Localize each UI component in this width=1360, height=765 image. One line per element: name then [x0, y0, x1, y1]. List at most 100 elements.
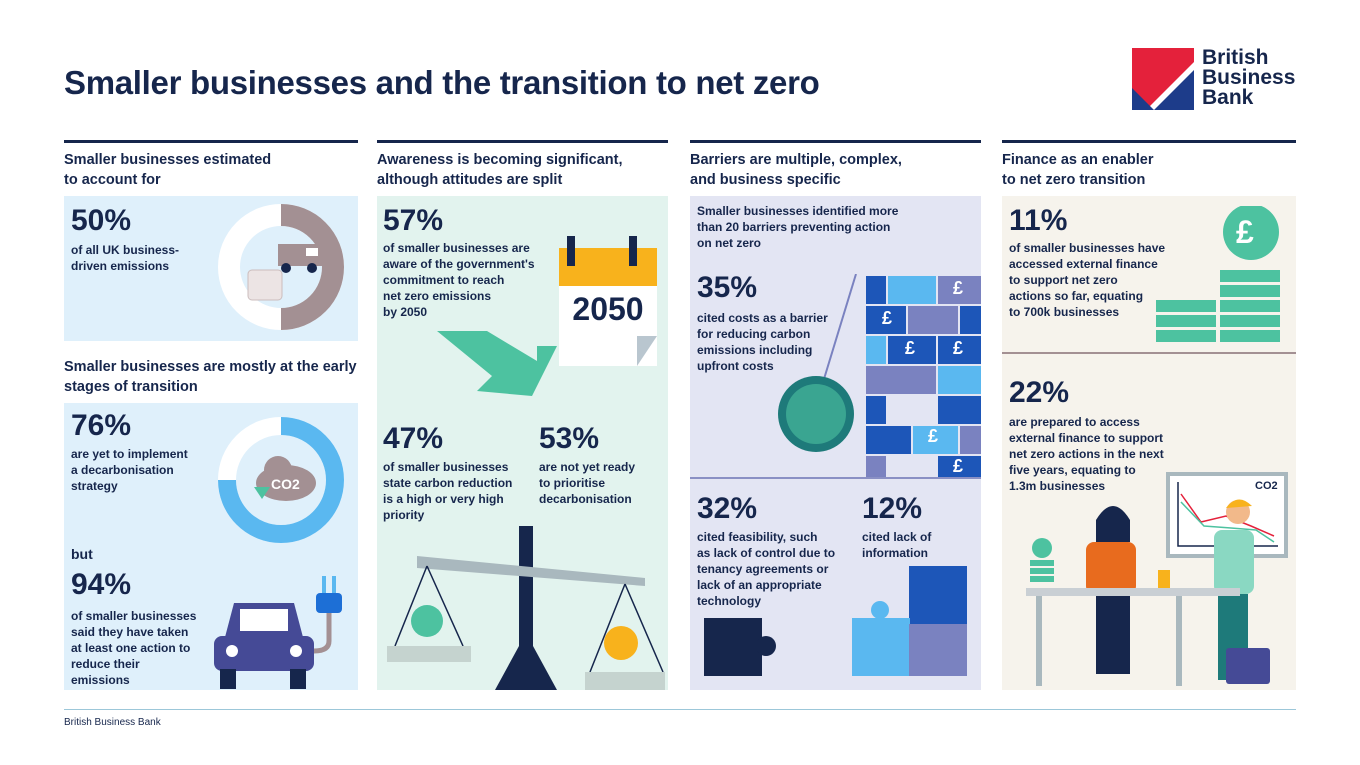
text-line: emissions: [71, 673, 130, 687]
text-line: of smaller businesses are: [383, 241, 530, 255]
stat-text: are prepared to access external finance …: [1009, 414, 1164, 494]
text-line: actions so far, equating: [1009, 289, 1144, 303]
stat-value: 22%: [1009, 376, 1070, 409]
barriers-panel: Smaller businesses identified more than …: [690, 196, 981, 690]
electric-car-icon: [214, 576, 342, 689]
column-rule: [690, 140, 981, 143]
text-line: reduce their: [71, 657, 140, 671]
union-flag-logo-icon: [1132, 48, 1194, 110]
text-line: net zero emissions: [383, 289, 492, 303]
text-line: 1.3m businesses: [1009, 479, 1106, 493]
text-line: is a high or very high: [383, 492, 504, 506]
stat-value: 94%: [71, 568, 132, 601]
but-label: but: [71, 546, 93, 562]
logo-text-3: Bank: [1202, 86, 1254, 109]
text-line: aware of the government's: [383, 257, 535, 271]
header-line: Awareness is becoming significant,: [377, 152, 623, 168]
pound-icon: £: [882, 308, 893, 328]
text-line: than 20 barriers preventing action: [697, 220, 891, 234]
col1-header-2: Smaller businesses are mostly at the ear…: [64, 357, 357, 397]
text-line: for reducing carbon: [697, 327, 811, 341]
stat-text: are yet to implement a decarbonisation s…: [71, 446, 188, 494]
header-line: to account for: [64, 172, 161, 188]
stat-value: 11%: [1009, 204, 1068, 237]
text-line: information: [862, 546, 928, 560]
stat-text: cited costs as a barrier for reducing ca…: [697, 310, 828, 374]
text-line: decarbonisation: [539, 492, 632, 506]
pound-icon: £: [953, 278, 964, 298]
co2-label: CO2: [271, 476, 300, 492]
wrecking-ball-wall-icon: [778, 274, 981, 479]
stat-value: 35%: [697, 271, 758, 304]
finance-panel: 11% of smaller businesses have accessed …: [1002, 196, 1296, 690]
divider: [690, 477, 981, 479]
column-rule: [377, 140, 668, 143]
stat-text: of smaller businesses have accessed exte…: [1009, 240, 1165, 320]
header-line: stages of transition: [64, 379, 198, 395]
header-line: Finance as an enabler: [1002, 152, 1154, 168]
text-line: at least one action to: [71, 641, 191, 655]
text-line: priority: [383, 508, 425, 522]
logo: British Business Bank: [1132, 47, 1295, 110]
emissions-donut-icon: [218, 204, 344, 330]
stat-value: 12%: [862, 492, 923, 525]
transition-panel: 76% are yet to implement a decarbonisati…: [64, 403, 358, 690]
column-rule: [64, 140, 358, 143]
pound-icon: £: [928, 426, 939, 446]
text-line: to support net zero: [1009, 273, 1118, 287]
col2-header: Awareness is becoming significant, altho…: [377, 150, 623, 190]
stat-value: 47%: [383, 422, 444, 455]
text-line: external finance to support: [1009, 431, 1164, 445]
awareness-panel: 57% of smaller businesses are aware of t…: [377, 196, 668, 690]
header-line: although attitudes are split: [377, 172, 563, 188]
stat-text: of all UK business- driven emissions: [71, 242, 179, 274]
header-line: Smaller businesses are mostly at the ear…: [64, 359, 357, 375]
text-line: as lack of control due to: [697, 546, 836, 560]
divider: [1002, 352, 1296, 354]
coin-stack-icon: [1156, 206, 1280, 342]
text-line: of smaller businesses have: [1009, 241, 1166, 255]
page-title: Smaller businesses and the transition to…: [64, 64, 820, 101]
text-line: cited costs as a barrier: [697, 311, 828, 325]
footer-text: British Business Bank: [64, 717, 161, 728]
header-line: and business specific: [690, 172, 841, 188]
column-rule: [1002, 140, 1296, 143]
text-line: cited feasibility, such: [697, 530, 818, 544]
stat-value: 53%: [539, 422, 600, 455]
stat-value: 50%: [71, 204, 132, 237]
pound-icon: £: [905, 338, 916, 358]
stat-text: of smaller businesses said they have tak…: [71, 608, 196, 688]
text-line: state carbon reduction: [383, 476, 513, 490]
text-line: emissions including: [697, 343, 813, 357]
text-line: are yet to implement: [71, 447, 188, 461]
intro-text: Smaller businesses identified more than …: [697, 203, 898, 251]
pound-coin-icon: £: [1236, 214, 1254, 250]
text-line: Smaller businesses identified more: [697, 204, 899, 218]
puzzle-pieces-icon: [704, 566, 967, 676]
stat-text: cited feasibility, such as lack of contr…: [697, 529, 835, 609]
strategy-donut-icon: [218, 417, 344, 543]
text-line: said they have taken: [71, 625, 189, 639]
stat-value: 76%: [71, 409, 132, 442]
balance-scale-icon: [387, 526, 665, 690]
stat-text: cited lack of information: [862, 529, 931, 561]
text-line: are not yet ready: [539, 460, 636, 474]
text-line: by 2050: [383, 305, 428, 319]
stat-text: of smaller businesses are aware of the g…: [383, 240, 535, 320]
stat-value: 57%: [383, 204, 444, 237]
stat-value: 32%: [697, 492, 758, 525]
text-line: net zero actions in the next: [1009, 447, 1164, 461]
col4-header: Finance as an enabler to net zero transi…: [1002, 150, 1154, 190]
text-line: on net zero: [697, 236, 762, 250]
header-line: to net zero transition: [1002, 172, 1146, 188]
text-line: driven emissions: [71, 259, 170, 273]
text-line: are prepared to access: [1009, 415, 1140, 429]
meeting-illustration-icon: [1026, 472, 1288, 686]
calendar-year: 2050: [572, 291, 644, 327]
text-line: commitment to reach: [383, 273, 505, 287]
text-line: technology: [697, 594, 762, 608]
pound-icon: £: [953, 338, 964, 358]
stat-text: are not yet ready to prioritise decarbon…: [539, 459, 635, 507]
stat-text: of smaller businesses state carbon reduc…: [383, 459, 512, 523]
co2-chart-label: CO2: [1255, 480, 1278, 492]
